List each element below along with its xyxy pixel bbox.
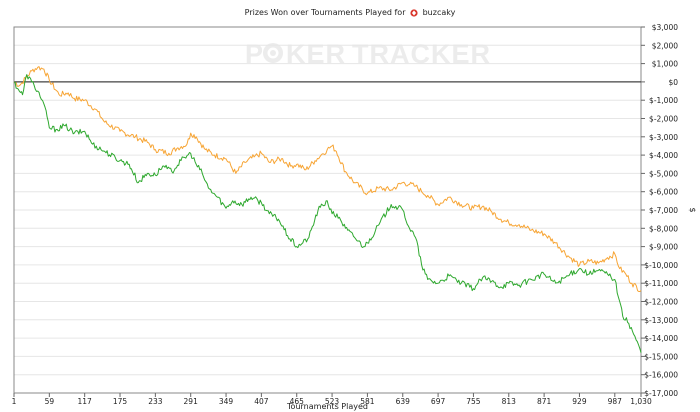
y-tick-label: $2,000 [652,41,678,50]
y-tick-label: $-5,000 [649,169,678,178]
y-tick-label: $-2,000 [649,115,678,124]
y-tick-label: $-12,000 [644,298,678,307]
x-tick-label: 117 [78,397,93,406]
x-tick-label: 1 [12,397,17,406]
series-layer [13,66,642,353]
watermark-chip-icon [263,43,283,63]
x-tick-label: 349 [219,397,234,406]
y-tick-label: $-13,000 [644,316,678,325]
y-tick-label: $-4,000 [649,151,678,160]
chart-title: Prizes Won over Tournaments Played for b… [0,8,700,17]
chart-title-prefix: Prizes Won over Tournaments Played for [244,8,406,17]
x-tick-label: 407 [254,397,269,406]
x-tick-label: 813 [502,397,517,406]
y-tick-label: $-14,000 [644,334,678,343]
y-tick-label: $-15,000 [644,352,678,361]
x-tick-label: 59 [45,397,55,406]
y-tick-label: $-1,000 [649,96,678,105]
x-tick-label: 291 [184,397,199,406]
y-tick-label: $-9,000 [649,243,678,252]
watermark-text-3: TRACKER [352,39,491,69]
pokertracker-watermark: POKERTRACKER [245,39,491,69]
y-tick-label: $3,000 [652,23,678,32]
x-axis-ticks: 1 59 117 175 233 291 349 407 465 523 581 639 697 755 8… [12,393,652,406]
y-tick-label: $-16,000 [644,371,678,380]
x-tick-label: 639 [396,397,411,406]
x-tick-label: 523 [325,397,340,406]
y-tick-label: $1,000 [652,60,678,69]
x-tick-label: 175 [113,397,128,406]
x-tick-label: 987 [608,397,623,406]
x-tick-label: 755 [466,397,481,406]
x-tick-label: 233 [148,397,163,406]
y-tick-label: $-10,000 [644,261,678,270]
y-tick-label: $-7,000 [649,206,678,215]
chart-title-player: buzcaky [422,8,456,17]
y-axis-ticks: $3,000 $2,000 $1,000 $0 $-1,000 $-2,000 $-3,00… [641,23,678,398]
series-line-1 [13,66,642,292]
watermark-text-1: P [245,39,264,69]
x-tick-label: 929 [572,397,587,406]
y-tick-label: $-11,000 [644,279,678,288]
x-axis-title: Tournaments Played [286,402,368,411]
y-tick-label: $-8,000 [649,224,678,233]
x-tick-label: 465 [290,397,305,406]
series-line-2 [13,74,642,353]
y-tick-label: $-3,000 [649,133,678,142]
x-tick-label: 1,030 [630,397,652,406]
y-axis-title: $ [688,207,697,212]
y-tick-label: $0 [668,78,678,87]
x-tick-label: 581 [360,397,375,406]
watermark-text-2: KER [286,39,346,69]
grid-lines [14,26,641,394]
y-tick-label: $-6,000 [649,188,678,197]
y-tick-label: $-17,000 [644,389,678,398]
player-icon [410,8,418,17]
x-tick-label: 871 [537,397,552,406]
x-tick-label: 697 [431,397,446,406]
